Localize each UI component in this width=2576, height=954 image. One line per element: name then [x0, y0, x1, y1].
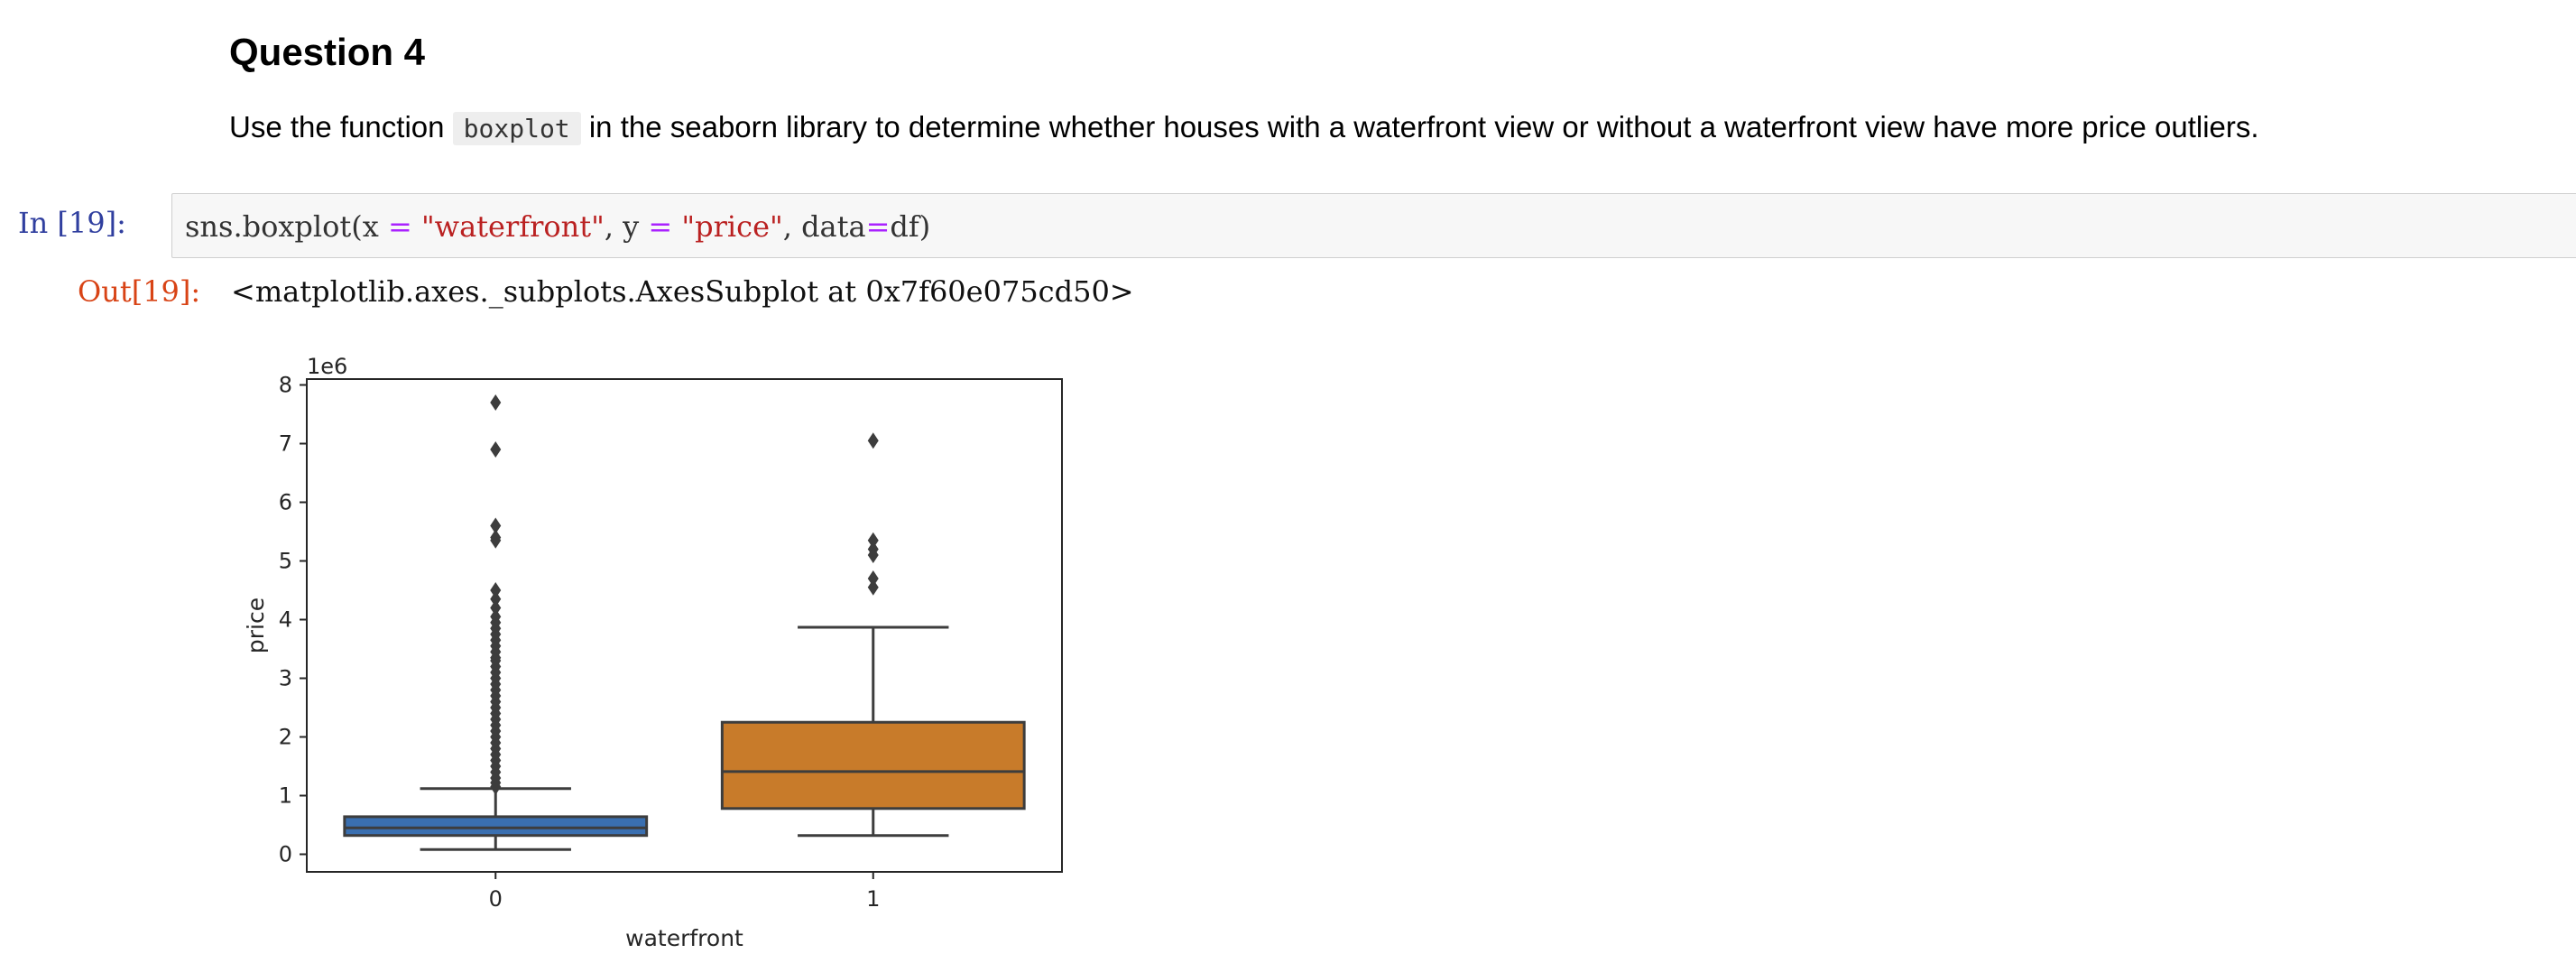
- y-tick-label: 5: [279, 549, 292, 574]
- boxplot-chart: 0 1 2 3 4 5 6 7 8 1e6 0 1 waterfront price: [243, 354, 1063, 948]
- outlier-point: [867, 579, 879, 596]
- box-0: [343, 815, 649, 838]
- x-tick-label: 1: [866, 886, 880, 912]
- outlier-point: [490, 532, 502, 549]
- outlier-point: [490, 582, 502, 598]
- code-token: "waterfront": [420, 209, 605, 244]
- code-cell-editor[interactable]: sns.boxplot(x = "waterfront", y = "price…: [171, 193, 2576, 258]
- output-prompt: Out[19]:: [78, 274, 201, 309]
- code-token: =: [648, 209, 673, 244]
- code-token: , data: [782, 209, 866, 244]
- y-tick-label: 4: [279, 607, 292, 633]
- question-heading: Question 4: [229, 31, 426, 73]
- outlier-point: [490, 778, 502, 795]
- code-token: , y: [604, 209, 649, 244]
- code-token: =: [387, 209, 412, 244]
- outlier-point: [867, 547, 879, 563]
- y-tick-label: 1: [279, 783, 292, 809]
- inline-code-boxplot: boxplot: [452, 112, 581, 145]
- code-token: "price": [681, 209, 783, 244]
- outlier-point: [490, 590, 502, 607]
- code-token: sns.boxplot(x: [185, 209, 388, 244]
- outlier-point: [867, 570, 879, 587]
- outlier-point: [490, 441, 502, 458]
- y-tick-label: 3: [279, 666, 292, 691]
- x-tick-label: 0: [489, 886, 503, 912]
- outlier-point: [867, 432, 879, 449]
- question-text-before: Use the function: [229, 110, 453, 144]
- code-token: =: [865, 209, 891, 244]
- code-token: [672, 209, 681, 244]
- axes-frame: [306, 378, 1063, 873]
- y-tick-label: 7: [279, 431, 292, 457]
- code-token: df): [890, 209, 931, 244]
- y-axis-label: price: [243, 597, 269, 653]
- y-tick-label: 8: [279, 373, 292, 398]
- outlier-point: [867, 532, 879, 549]
- y-tick-label: 0: [279, 842, 292, 867]
- output-text: <matplotlib.axes._subplots.AxesSubplot a…: [231, 274, 1134, 309]
- outlier-point: [490, 517, 502, 534]
- x-axis-label: waterfront: [625, 925, 743, 948]
- question-text: Use the function boxplot in the seaborn …: [229, 107, 2259, 150]
- question-text-after: in the seaborn library to determine whet…: [580, 110, 2259, 144]
- outlier-point: [490, 599, 502, 616]
- code-text[interactable]: sns.boxplot(x = "waterfront", y = "price…: [185, 210, 930, 243]
- y-tick-label: 2: [279, 725, 292, 750]
- code-token: [412, 209, 421, 244]
- y-tick-label: 6: [279, 490, 292, 515]
- y-offset-label: 1e6: [307, 354, 347, 379]
- input-prompt: In [19]:: [18, 206, 126, 240]
- box-1: [720, 720, 1026, 810]
- outlier-point: [490, 394, 502, 411]
